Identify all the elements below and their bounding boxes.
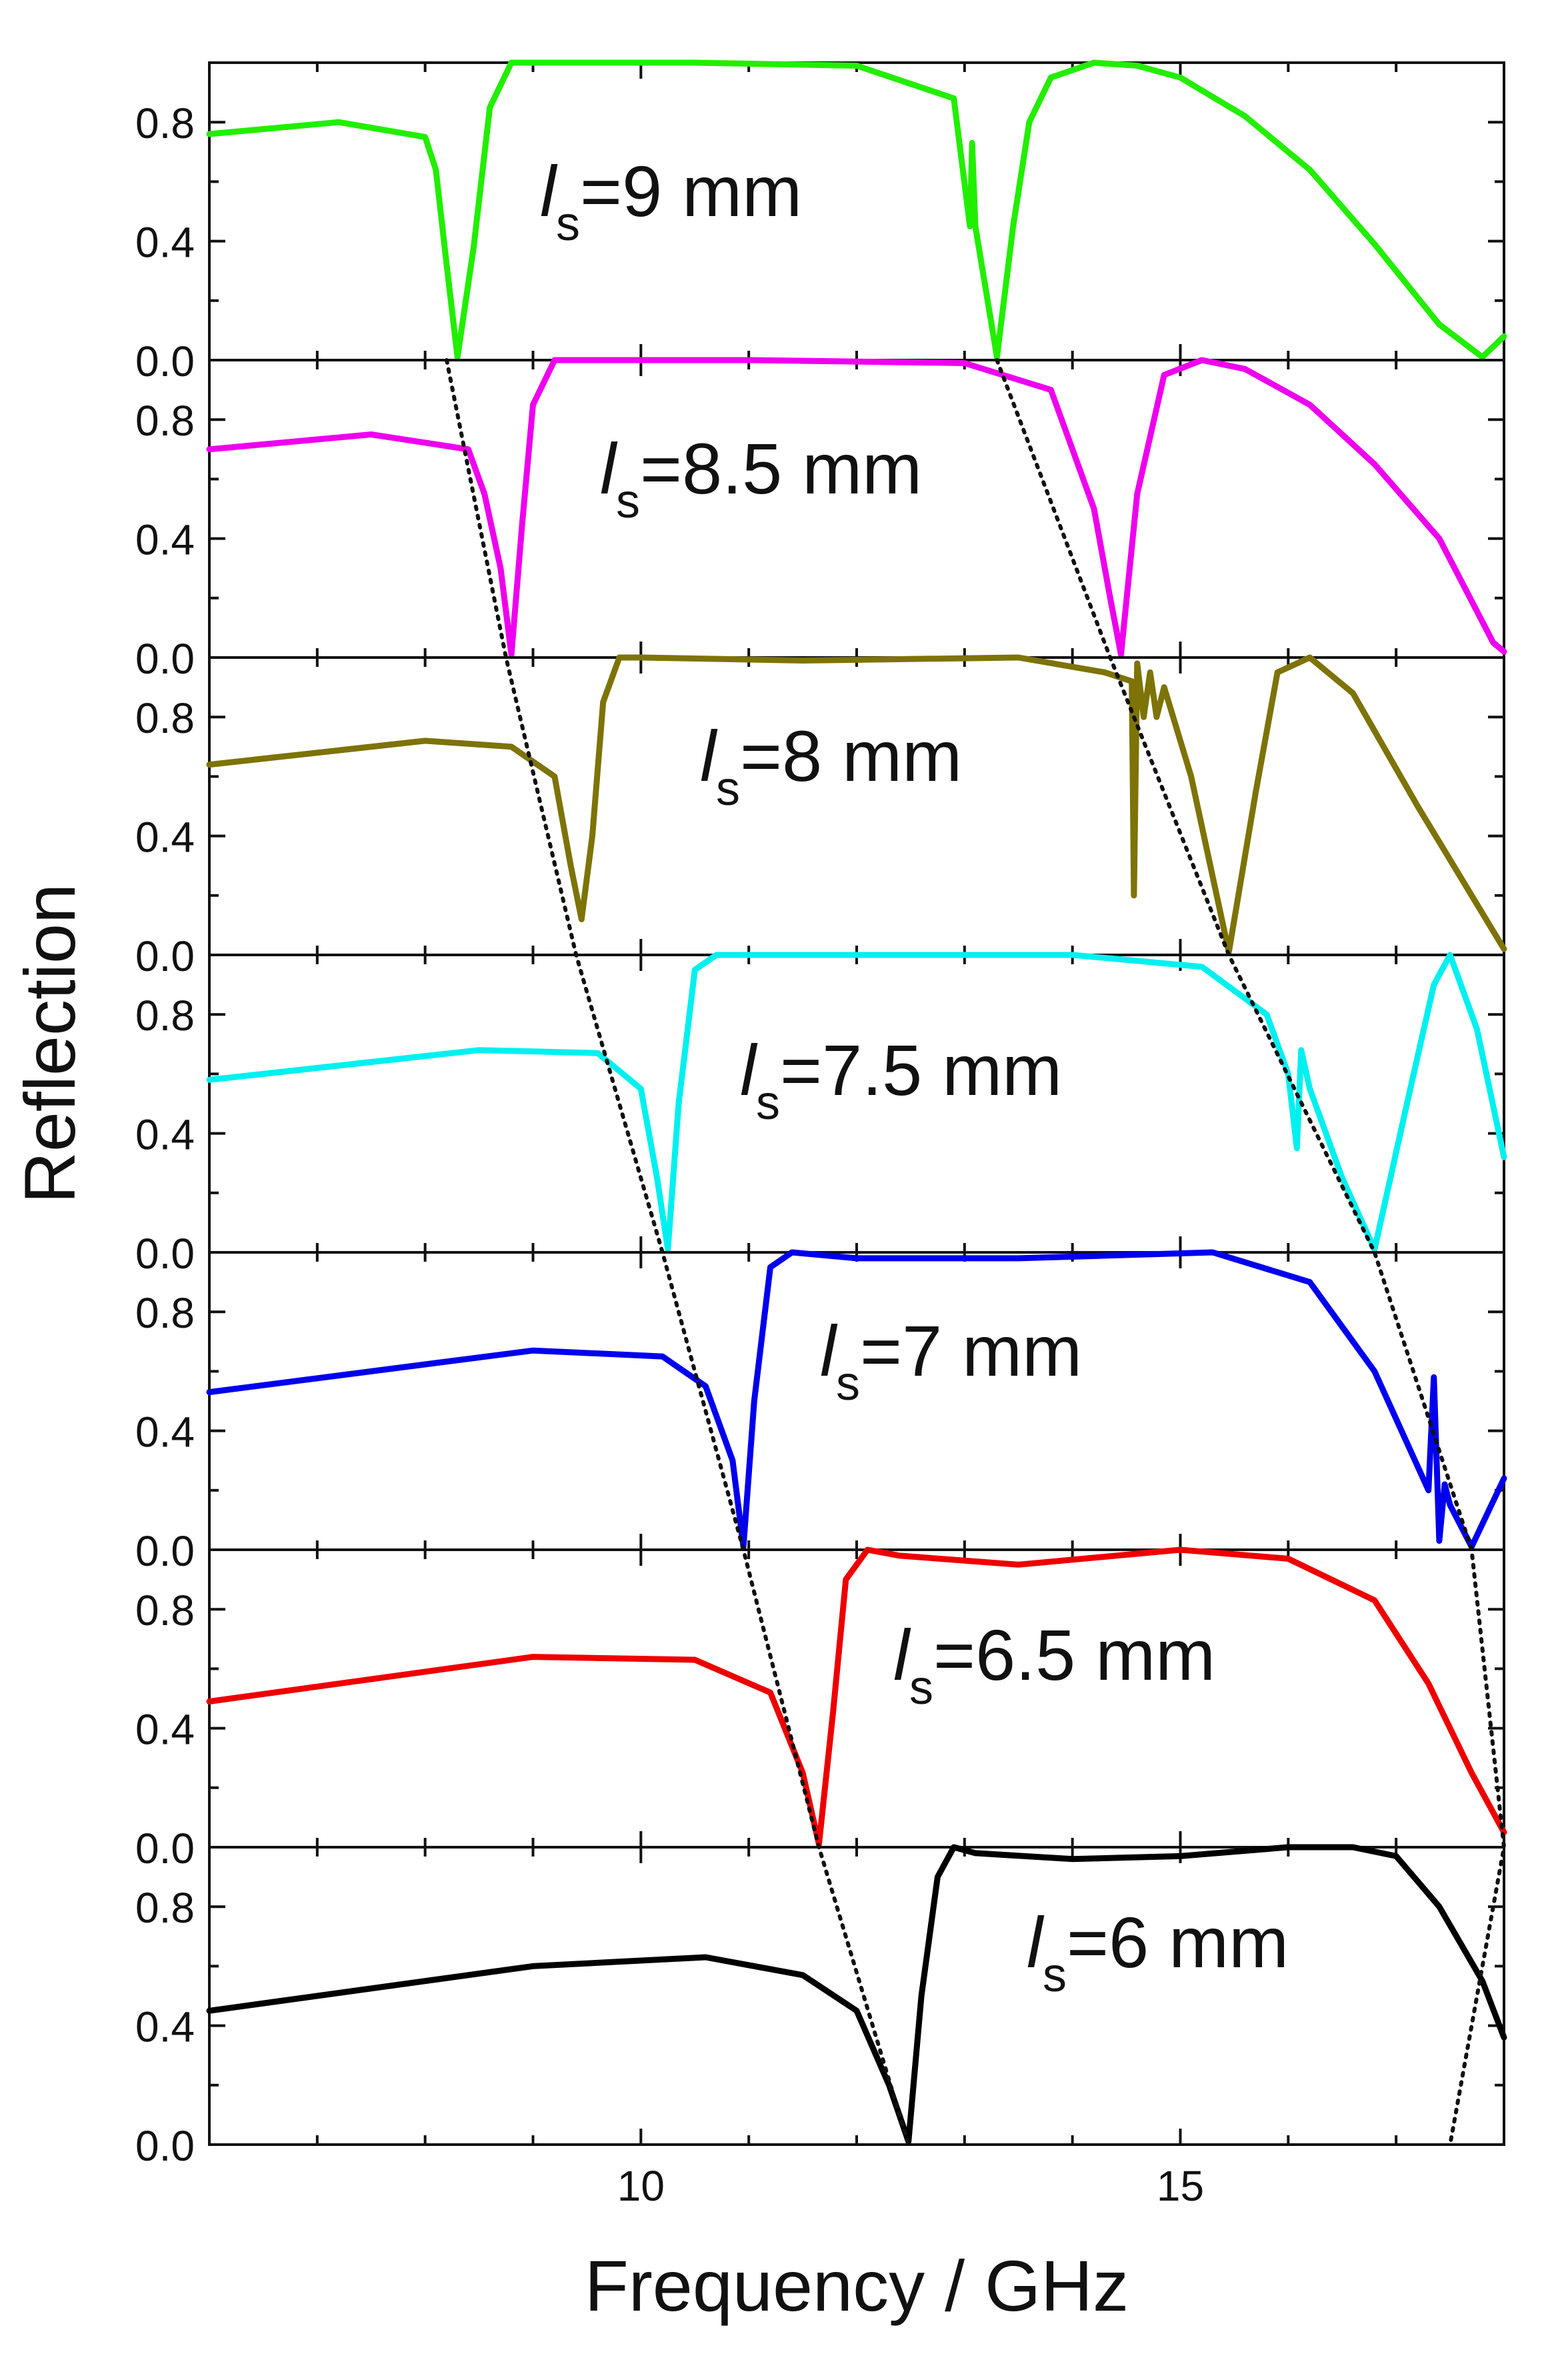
y-tick-label: 0.0 xyxy=(135,932,195,980)
y-tick-label: 0.0 xyxy=(135,1230,195,1278)
panel-label: ls=7.5 mm xyxy=(740,1030,1062,1130)
panel-ls-6.5: 0.0 0.4 0.8 ls=6.5 mm xyxy=(135,1546,1507,1873)
y-tick-label: 0.4 xyxy=(135,1111,195,1159)
panels-layer: 0.00.40.8ls=9 mm0.00.40.8ls=8.5 mm0.00.4… xyxy=(135,59,1507,2210)
panel-label: ls=8.5 mm xyxy=(600,428,922,528)
panel-frame xyxy=(208,1548,1505,1849)
label-text: =6.5 mm xyxy=(933,1614,1215,1695)
guide-line-1 xyxy=(445,358,911,2147)
series-line-ls-9 xyxy=(206,59,1507,360)
series-line-ls-7.5 xyxy=(206,952,1507,1252)
y-tick-label: 0.0 xyxy=(135,1825,195,1873)
x-axis-label: Frequency / GHz xyxy=(585,2245,1129,2326)
label-symbol: l xyxy=(540,151,558,231)
series-line-ls-8 xyxy=(206,654,1507,955)
panel-label: ls=6.5 mm xyxy=(893,1614,1215,1714)
y-tick-label: 0.8 xyxy=(135,397,195,445)
y-tick-label: 0.8 xyxy=(135,694,195,742)
panel-ls-7: 0.0 0.4 0.8 ls=7 mm xyxy=(135,1249,1507,1575)
label-subscript: s xyxy=(836,1357,860,1410)
series-line-ls-6.5 xyxy=(206,1546,1507,1847)
x-tick-label: 10 xyxy=(617,2162,665,2210)
y-tick-label: 0.4 xyxy=(135,219,195,267)
y-tick-label: 0.8 xyxy=(135,1884,195,1932)
label-subscript: s xyxy=(716,762,740,816)
label-text: =7 mm xyxy=(860,1310,1082,1391)
panel-label: ls=6 mm xyxy=(1027,1902,1289,2002)
y-tick-label: 0.4 xyxy=(135,1706,195,1754)
y-tick-label: 0.0 xyxy=(135,337,195,385)
panel-label: ls=7 mm xyxy=(820,1310,1082,1410)
label-subscript: s xyxy=(756,1076,780,1130)
label-subscript: s xyxy=(909,1661,933,1714)
y-tick-label: 0.4 xyxy=(135,516,195,564)
label-symbol: l xyxy=(700,716,718,796)
y-tick-label: 0.0 xyxy=(135,635,195,683)
panel-frame xyxy=(208,656,1505,956)
label-text: =9 mm xyxy=(580,151,802,231)
panel-ls-9: 0.0 0.4 0.8 ls=9 mm xyxy=(135,59,1507,385)
label-subscript: s xyxy=(616,475,640,528)
panel-label: ls=8 mm xyxy=(700,716,962,816)
series-line-ls-6 xyxy=(206,1844,1507,2145)
y-tick-label: 0.8 xyxy=(135,99,195,147)
y-tick-label: 0.8 xyxy=(135,1586,195,1634)
panel-ls-7.5: 0.0 0.4 0.8 ls=7.5 mm xyxy=(135,952,1507,1278)
label-subscript: s xyxy=(556,197,580,251)
panel-ls-6: 0.0 0.4 0.8 ls=6 mm xyxy=(135,1844,1507,2170)
panel-ls-8.5: 0.0 0.4 0.8 ls=8.5 mm xyxy=(135,357,1507,683)
label-text: =8 mm xyxy=(740,716,962,796)
label-symbol: l xyxy=(893,1614,911,1695)
label-subscript: s xyxy=(1043,1949,1067,2002)
panel-frame xyxy=(208,1846,1505,2146)
y-tick-label: 0.0 xyxy=(135,1527,195,1575)
y-tick-label: 0.4 xyxy=(135,814,195,862)
series-line-ls-7 xyxy=(206,1249,1507,1550)
panel-label: ls=9 mm xyxy=(540,151,802,251)
panel-frame xyxy=(208,61,1505,361)
y-tick-label: 0.4 xyxy=(135,2003,195,2051)
label-symbol: l xyxy=(600,428,618,509)
label-text: =8.5 mm xyxy=(640,428,922,509)
y-tick-label: 0.8 xyxy=(135,992,195,1040)
y-axis-label: Reflection xyxy=(9,884,90,1204)
label-symbol: l xyxy=(820,1310,838,1391)
label-text: =7.5 mm xyxy=(780,1030,1062,1110)
label-symbol: l xyxy=(740,1030,758,1110)
y-tick-label: 0.8 xyxy=(135,1289,195,1337)
label-symbol: l xyxy=(1027,1902,1045,1983)
x-tick-label: 15 xyxy=(1157,2162,1204,2210)
guide-line-2 xyxy=(995,358,1507,2147)
y-tick-label: 0.4 xyxy=(135,1408,195,1456)
label-text: =6 mm xyxy=(1067,1902,1289,1983)
guides-layer xyxy=(445,358,1507,2147)
panel-ls-8: 0.0 0.4 0.8 ls=8 mm xyxy=(135,654,1507,980)
y-tick-label: 0.0 xyxy=(135,2122,195,2170)
series-line-ls-8.5 xyxy=(206,357,1507,658)
